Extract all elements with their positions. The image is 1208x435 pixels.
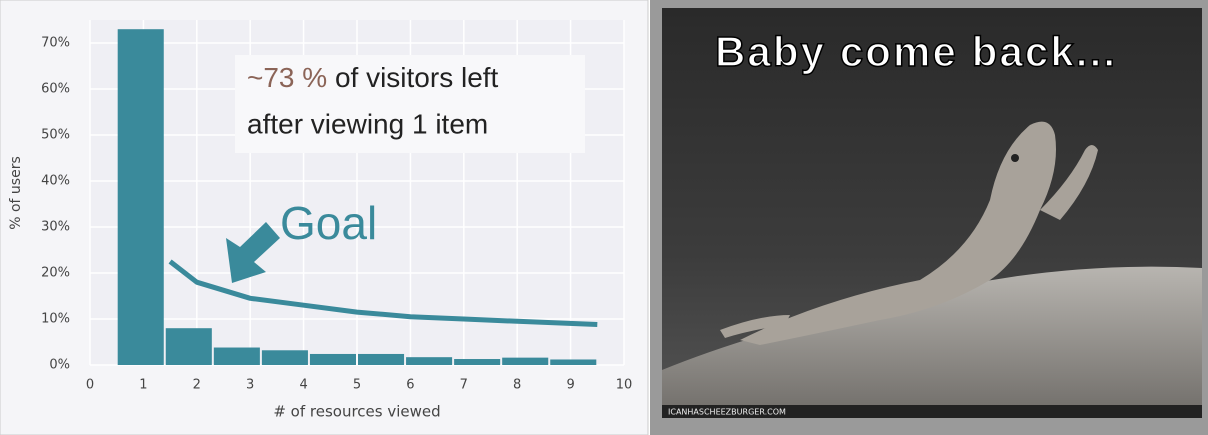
annotation-box (235, 55, 585, 153)
y-tick-label: 70% (41, 36, 70, 51)
goal-arrow (226, 222, 280, 283)
y-tick-label: 0% (49, 358, 70, 373)
bar (550, 359, 597, 365)
x-axis-label: # of resources viewed (273, 403, 440, 421)
bar (165, 328, 212, 365)
y-tick-label: 10% (41, 312, 70, 327)
x-tick-label: 5 (353, 378, 361, 393)
x-tick-label: 2 (193, 378, 201, 393)
ground (662, 266, 1202, 418)
y-tick-label: 40% (41, 174, 70, 189)
meme-caption: Baby come back... (715, 28, 1115, 75)
y-axis-label: % of users (8, 156, 24, 230)
bar (309, 353, 356, 365)
x-tick-label: 3 (246, 378, 254, 393)
bar (358, 353, 405, 365)
annotation-highlight: ~73 % (247, 62, 327, 93)
bar (502, 357, 549, 365)
annotation-line: ~73 % of visitors left (247, 62, 499, 93)
y-tick-label: 50% (41, 128, 70, 143)
x-tick-label: 9 (566, 378, 574, 393)
y-tick-label: 30% (41, 220, 70, 235)
x-tick-label: 1 (139, 378, 147, 393)
watermark: ICANHASCHEEZBURGER.COM (668, 408, 786, 417)
x-tick-label: 8 (513, 378, 521, 393)
bar (213, 347, 260, 365)
x-tick-label: 7 (460, 378, 468, 393)
watermark-bar (662, 405, 1202, 418)
annotation-text: of visitors left (335, 62, 499, 93)
bar (261, 350, 308, 365)
goal-line (168, 259, 598, 328)
x-tick-label: 0 (86, 378, 94, 393)
y-tick-label: 60% (41, 82, 70, 97)
y-tick-label: 20% (41, 266, 70, 281)
x-tick-label: 10 (616, 378, 633, 393)
x-tick-label: 4 (299, 378, 307, 393)
prairie-dog (720, 121, 1098, 346)
x-tick-label: 6 (406, 378, 414, 393)
bar (117, 29, 164, 365)
annotation-text: after viewing 1 item (247, 108, 488, 139)
bar (406, 357, 453, 365)
goal-label: Goal (280, 197, 377, 249)
bar (454, 359, 501, 365)
